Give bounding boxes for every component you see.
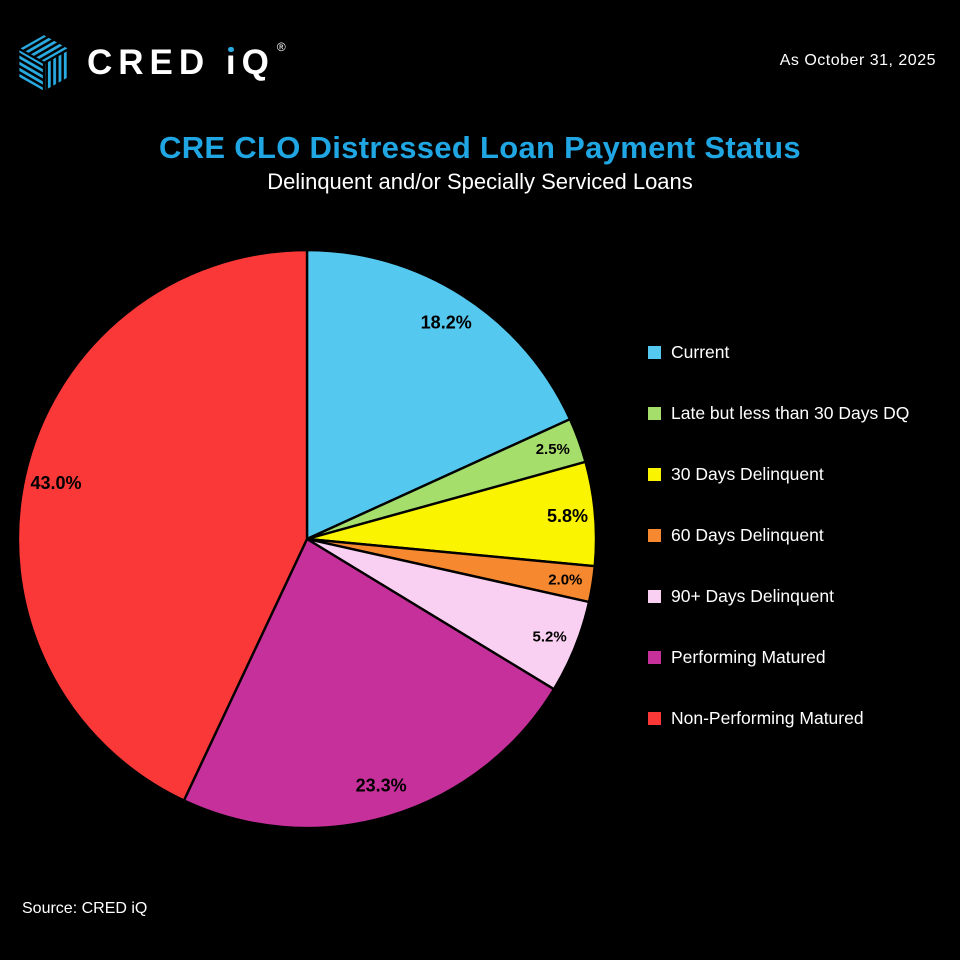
legend-label: Non-Performing Matured — [671, 708, 864, 728]
pie-label-60-days-delinquent: 2.0% — [548, 571, 582, 588]
legend-label: 90+ Days Delinquent — [671, 586, 834, 606]
legend-swatch-icon — [648, 529, 661, 542]
brand-i-dot — [228, 46, 234, 53]
legend-swatch-icon — [648, 590, 661, 603]
legend-label: 60 Days Delinquent — [671, 525, 824, 545]
legend-swatch-icon — [648, 346, 661, 359]
legend-item-late-but-less-than-30-days-dq: Late but less than 30 Days DQ — [648, 383, 909, 444]
legend-swatch-icon — [648, 468, 661, 481]
pie-label-late-but-less-than-30-days-dq: 2.5% — [536, 441, 570, 458]
legend-swatch-icon — [648, 407, 661, 420]
brand-wordmark: CRED ı Q ® — [87, 40, 292, 82]
legend-item-90-days-delinquent: 90+ Days Delinquent — [648, 566, 909, 627]
source-note: Source: CRED iQ — [22, 900, 148, 917]
legend-swatch-icon — [648, 712, 661, 725]
pie-label-non-performing-matured: 43.0% — [30, 473, 81, 493]
as-of-date: As October 31, 2025 — [779, 52, 936, 69]
pie-slice-performing-matured — [182, 537, 556, 830]
page-title: CRE CLO Distressed Loan Payment Status — [159, 130, 801, 165]
legend-item-non-performing-matured: Non-Performing Matured — [648, 688, 909, 749]
legend-item-current: Current — [648, 322, 909, 383]
page-subtitle: Delinquent and/or Specially Serviced Loa… — [267, 169, 693, 194]
legend-swatch-icon — [648, 651, 661, 664]
pie-slice-current — [305, 248, 572, 541]
pie-chart: 18.2% 2.5% 5.8% 2.0% 5.2% 23.3% 43.0% — [16, 248, 598, 830]
legend-label: Current — [671, 342, 730, 362]
legend-label: Late but less than 30 Days DQ — [671, 403, 910, 423]
brand-header: CRED ı Q ® — [16, 32, 292, 94]
pie-slice-non-performing-matured — [16, 248, 309, 803]
legend-label: 30 Days Delinquent — [671, 464, 824, 484]
legend: Current Late but less than 30 Days DQ 30 D… — [648, 322, 909, 749]
pie-label-performing-matured: 23.3% — [356, 775, 407, 795]
pie-label-30-days-delinquent: 5.8% — [547, 506, 588, 526]
crediq-logo-icon — [16, 32, 72, 94]
legend-item-60-days-delinquent: 60 Days Delinquent — [648, 505, 909, 566]
pie-label-90-days-delinquent: 5.2% — [532, 628, 566, 645]
legend-item-30-days-delinquent: 30 Days Delinquent — [648, 444, 909, 505]
registered-mark: ® — [276, 40, 292, 54]
legend-item-performing-matured: Performing Matured — [648, 627, 909, 688]
pie-label-current: 18.2% — [421, 313, 472, 333]
legend-label: Performing Matured — [671, 647, 826, 667]
